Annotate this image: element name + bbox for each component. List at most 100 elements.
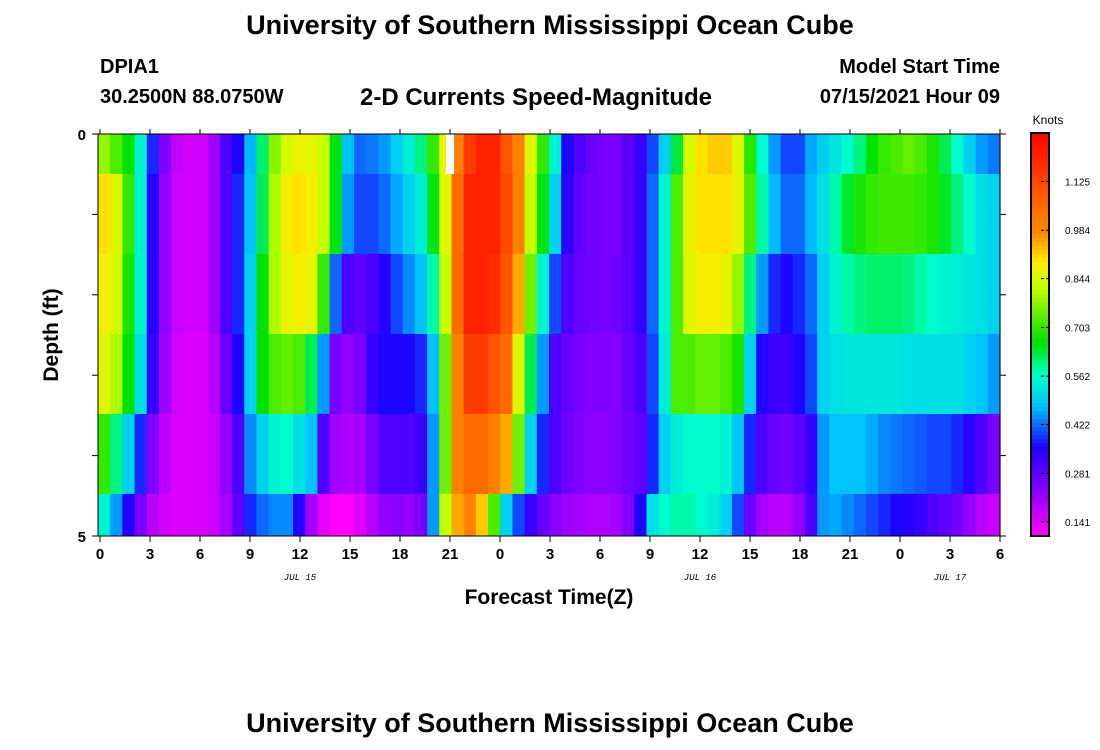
heatmap-cell (549, 174, 562, 254)
heatmap-cell (853, 254, 867, 334)
heatmap-cell (451, 174, 465, 254)
colorbar-segment (1031, 241, 1049, 247)
heatmap-cell (939, 334, 952, 414)
heatmap-cell (670, 254, 684, 334)
heatmap-cell (768, 414, 782, 494)
heatmap-cell (939, 134, 952, 174)
heatmap-cell (926, 414, 940, 494)
heatmap-cell (695, 414, 709, 494)
heatmap-cell (926, 334, 940, 414)
heatmap-cell (268, 254, 282, 334)
heatmap-cell (536, 494, 550, 536)
colorbar-segment (1031, 221, 1049, 227)
heatmap-cell (670, 134, 684, 174)
colorbar-segment (1031, 439, 1049, 444)
heatmap-cell (963, 254, 977, 334)
heatmap-cell (585, 174, 599, 254)
heatmap-cell (256, 134, 270, 174)
heatmap-cell (256, 254, 270, 334)
heatmap-cell (561, 414, 574, 494)
heatmap-cell (183, 174, 197, 254)
heatmap-cell (719, 134, 733, 174)
heatmap-cell (256, 334, 270, 414)
heatmap-cell (512, 174, 526, 254)
footer-title: University of Southern Mississippi Ocean… (246, 708, 854, 738)
heatmap-cell (232, 494, 245, 536)
colorbar-segment (1031, 459, 1049, 464)
heatmap-cell (695, 174, 709, 254)
heatmap-cell (634, 334, 648, 414)
heatmap-cells (98, 134, 1001, 536)
heatmap-cell (488, 134, 501, 174)
heatmap-cell (817, 494, 830, 536)
heatmap-cell (353, 414, 367, 494)
heatmap-cell (683, 334, 696, 414)
heatmap-cell (926, 494, 940, 536)
heatmap-cell (817, 334, 830, 414)
heatmap-cell (195, 414, 209, 494)
model-start-value: 07/15/2021 Hour 09 (819, 86, 1000, 108)
heatmap-cell (183, 134, 197, 174)
heatmap-cell (878, 174, 891, 254)
heatmap-cell (609, 494, 623, 536)
colorbar-segment (1031, 217, 1049, 223)
heatmap-cell (122, 254, 136, 334)
heatmap-cell (975, 254, 989, 334)
heatmap-cell (561, 134, 574, 174)
heatmap-cell (939, 254, 952, 334)
heatmap-cell (244, 494, 258, 536)
heatmap-cell (853, 174, 867, 254)
heatmap-cell (341, 254, 355, 334)
heatmap-cell (853, 494, 867, 536)
heatmap-cell (280, 254, 294, 334)
heatmap-cell (378, 254, 392, 334)
heatmap-cell (463, 134, 477, 174)
heatmap-cell (500, 414, 514, 494)
station-id: DPIA1 (100, 56, 159, 78)
heatmap-cell (110, 494, 123, 536)
heatmap-cell (804, 334, 818, 414)
colorbar-segment (1031, 398, 1049, 404)
heatmap-cell (695, 134, 709, 174)
x-tick-label: 0 (896, 546, 904, 563)
colorbar-segment (1031, 366, 1049, 372)
heatmap-cell (305, 334, 319, 414)
heatmap-cell (573, 334, 587, 414)
x-tick-label: 6 (596, 546, 604, 563)
colorbar-segment (1031, 274, 1049, 279)
colorbar-segment (1031, 286, 1049, 291)
heatmap-cell (366, 494, 379, 536)
colorbar-segment (1031, 427, 1049, 432)
heatmap-cell (756, 494, 770, 536)
heatmap-cell (451, 334, 465, 414)
colorbar-tick-label: 0.703 (1065, 323, 1090, 334)
heatmap-cell (780, 134, 794, 174)
heatmap-cell (914, 334, 928, 414)
heatmap-cell (853, 334, 867, 414)
heatmap-cell (683, 494, 696, 536)
date-label: JUL 16 (684, 573, 717, 583)
heatmap-cell (268, 414, 282, 494)
heatmap-cell (500, 134, 514, 174)
heatmap-cell (963, 334, 977, 414)
heatmap-cell (451, 414, 465, 494)
heatmap-cell (134, 254, 148, 334)
heatmap-cell (146, 414, 160, 494)
heatmap-cell (341, 334, 355, 414)
heatmap-cell (841, 254, 855, 334)
heatmap-cell (244, 414, 258, 494)
heatmap-cell (195, 254, 209, 334)
heatmap-cell (171, 134, 184, 174)
x-tick-label: 9 (646, 546, 654, 563)
heatmap-cell (232, 174, 245, 254)
heatmap-cell (975, 414, 989, 494)
heatmap-cell (390, 414, 404, 494)
heatmap-cell (573, 494, 587, 536)
heatmap-cell (158, 494, 172, 536)
heatmap-cell (232, 414, 245, 494)
heatmap-cell (390, 334, 404, 414)
heatmap-cell (451, 494, 465, 536)
heatmap-cell (280, 334, 294, 414)
heatmap-cell (122, 414, 136, 494)
heatmap-cell (597, 134, 611, 174)
